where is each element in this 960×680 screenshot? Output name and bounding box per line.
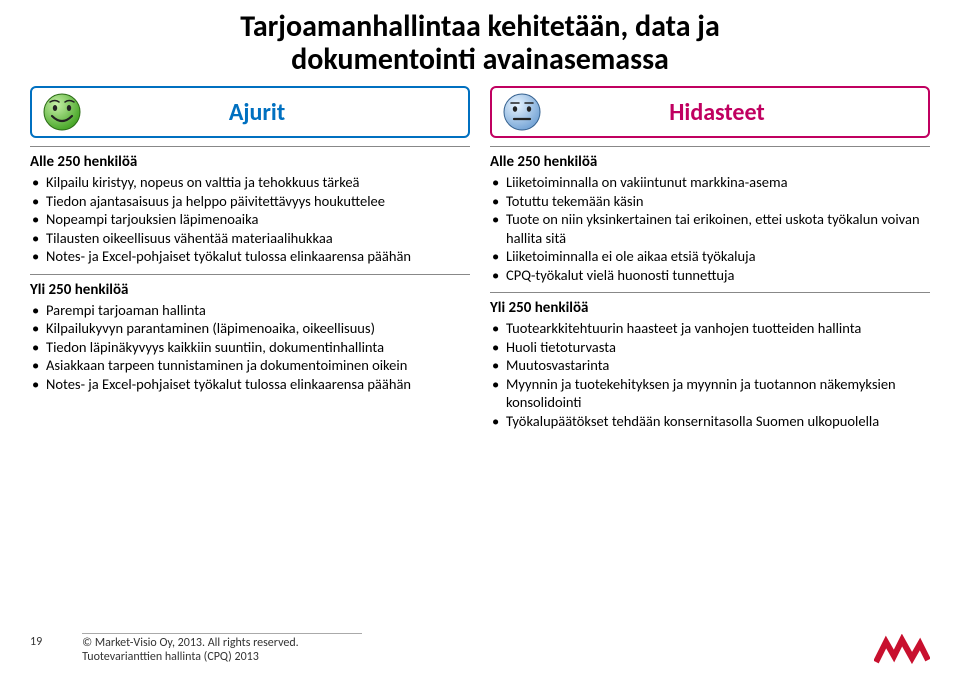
footer-copyright: © Market-Visio Oy, 2013. All rights rese… — [82, 636, 362, 650]
list-item: Kilpailu kiristyy, nopeus on valttia ja … — [44, 173, 470, 192]
logo-icon — [874, 634, 930, 664]
header-ajurit: Ajurit — [30, 86, 470, 138]
list-item: Työkalupäätökset tehdään konsernitasolla… — [504, 412, 930, 431]
bullet-list: Liiketoiminnalla on vakiintunut markkina… — [490, 173, 930, 284]
list-item: Tiedon ajantasaisuus ja helppo päivitett… — [44, 192, 470, 211]
neutral-face-icon — [502, 92, 542, 132]
happy-face-icon — [42, 92, 82, 132]
footer-subtitle: Tuotevarianttien hallinta (CPQ) 2013 — [82, 650, 362, 664]
header-ajurit-label: Ajurit — [96, 98, 458, 127]
footer-left: 19 © Market-Visio Oy, 2013. All rights r… — [30, 633, 362, 664]
list-item: Myynnin ja tuotekehityksen ja myynnin ja… — [504, 375, 930, 412]
list-item: Tuotearkkitehtuurin haasteet ja vanhojen… — [504, 319, 930, 338]
list-item: Huoli tietoturvasta — [504, 338, 930, 357]
left-group-1: Alle 250 henkilöä Kilpailu kiristyy, nop… — [30, 146, 470, 274]
left-group-2: Yli 250 henkilöä Parempi tarjoaman halli… — [30, 274, 470, 402]
page-number: 19 — [30, 633, 42, 649]
header-hidasteet: Hidasteet — [490, 86, 930, 138]
body-columns: Alle 250 henkilöä Kilpailu kiristyy, nop… — [30, 146, 930, 439]
left-column: Alle 250 henkilöä Kilpailu kiristyy, nop… — [30, 146, 470, 439]
list-item: Nopeampi tarjouksien läpimenoaika — [44, 210, 470, 229]
list-item: Liiketoiminnalla on vakiintunut markkina… — [504, 173, 930, 192]
list-item: Notes- ja Excel-pohjaiset työkalut tulos… — [44, 247, 470, 266]
slide: Tarjoamanhallintaa kehitetään, data ja d… — [0, 0, 960, 439]
list-item: Kilpailukyvyn parantaminen (läpimenoaika… — [44, 319, 470, 338]
group-title: Yli 250 henkilöä — [30, 281, 470, 299]
right-group-1: Alle 250 henkilöä Liiketoiminnalla on va… — [490, 146, 930, 292]
slide-title: Tarjoamanhallintaa kehitetään, data ja d… — [30, 10, 930, 76]
list-item: Tilausten oikeellisuus vähentää materiaa… — [44, 229, 470, 248]
footer-text: © Market-Visio Oy, 2013. All rights rese… — [82, 633, 362, 664]
bullet-list: Tuotearkkitehtuurin haasteet ja vanhojen… — [490, 319, 930, 430]
list-item: CPQ-työkalut vielä huonosti tunnettuja — [504, 266, 930, 285]
group-title: Yli 250 henkilöä — [490, 299, 930, 317]
bullet-list: Parempi tarjoaman hallinta Kilpailukyvyn… — [30, 301, 470, 394]
header-hidasteet-label: Hidasteet — [556, 98, 918, 127]
right-column: Alle 250 henkilöä Liiketoiminnalla on va… — [490, 146, 930, 439]
group-title: Alle 250 henkilöä — [490, 153, 930, 171]
list-item: Liiketoiminnalla ei ole aikaa etsiä työk… — [504, 247, 930, 266]
list-item: Totuttu tekemään käsin — [504, 192, 930, 211]
column-headers: Ajurit H — [30, 86, 930, 138]
list-item: Parempi tarjoaman hallinta — [44, 301, 470, 320]
list-item: Asiakkaan tarpeen tunnistaminen ja dokum… — [44, 356, 470, 375]
bullet-list: Kilpailu kiristyy, nopeus on valttia ja … — [30, 173, 470, 266]
right-group-2: Yli 250 henkilöä Tuotearkkitehtuurin haa… — [490, 292, 930, 438]
group-title: Alle 250 henkilöä — [30, 153, 470, 171]
list-item: Tuote on niin yksinkertainen tai erikoin… — [504, 210, 930, 247]
footer: 19 © Market-Visio Oy, 2013. All rights r… — [30, 633, 930, 664]
title-line-1: Tarjoamanhallintaa kehitetään, data ja — [240, 8, 720, 45]
list-item: Notes- ja Excel-pohjaiset työkalut tulos… — [44, 375, 470, 394]
title-line-2: dokumentointi avainasemassa — [291, 41, 669, 78]
list-item: Tiedon läpinäkyvyys kaikkiin suuntiin, d… — [44, 338, 470, 357]
list-item: Muutosvastarinta — [504, 356, 930, 375]
